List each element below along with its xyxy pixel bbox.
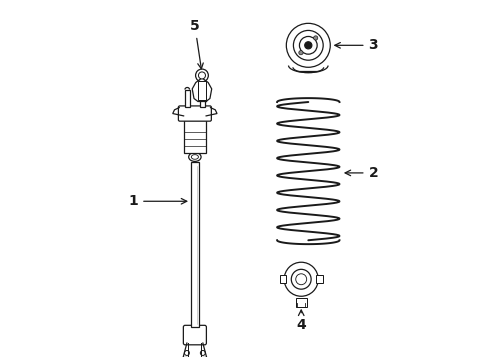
Circle shape <box>298 50 303 55</box>
Text: 1: 1 <box>128 194 186 208</box>
Bar <box>184 90 189 107</box>
Circle shape <box>313 36 317 40</box>
Bar <box>316 275 322 283</box>
Text: 4: 4 <box>296 310 305 332</box>
Circle shape <box>284 262 318 296</box>
Text: 5: 5 <box>190 19 203 69</box>
Text: 2: 2 <box>345 166 378 180</box>
Bar <box>197 81 206 100</box>
FancyBboxPatch shape <box>183 325 206 345</box>
Circle shape <box>195 69 208 82</box>
Ellipse shape <box>188 153 201 161</box>
Bar <box>295 298 306 307</box>
Bar <box>184 120 205 153</box>
Text: 3: 3 <box>334 38 377 52</box>
Bar <box>200 90 204 107</box>
Bar <box>279 275 285 283</box>
Bar <box>191 162 198 327</box>
FancyBboxPatch shape <box>178 106 211 121</box>
Circle shape <box>286 23 329 67</box>
Circle shape <box>304 42 311 49</box>
